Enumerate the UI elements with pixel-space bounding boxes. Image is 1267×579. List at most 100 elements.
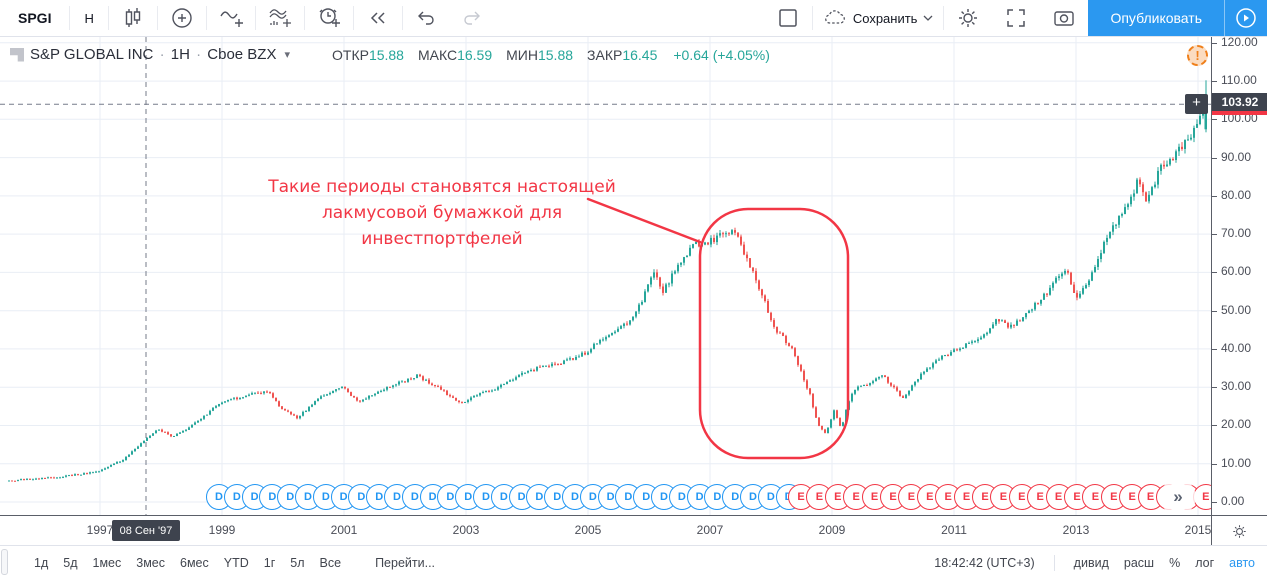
bottom-bar-divider [1053, 554, 1055, 571]
crosshair-date-label: 08 Сен '97 [112, 520, 180, 541]
price-axis-tick [1212, 157, 1217, 159]
fullscreen-icon [1007, 9, 1026, 27]
range-button-YTD[interactable]: YTD [223, 555, 249, 570]
layout-single-icon [779, 9, 797, 27]
range-button-Все[interactable]: Все [319, 555, 342, 570]
auto-scale-button[interactable]: авто [1229, 555, 1255, 570]
time-axis-label: 2009 [818, 523, 846, 537]
interval-button[interactable]: H [84, 10, 94, 26]
markers-more-button[interactable]: » [1164, 483, 1192, 511]
publish-idea-play-button[interactable] [1224, 0, 1267, 36]
price-axis-tick [1212, 425, 1217, 427]
date-range-buttons: 1д 5д 1мес 3мес 6мес YTD 1г 5л Все [34, 556, 341, 570]
price-axis-tick [1212, 119, 1217, 121]
price-axis-label: 70.00 [1221, 226, 1252, 241]
bar-replay-button[interactable] [354, 0, 402, 36]
symbol-search-button[interactable]: SPGI [18, 10, 52, 26]
settings-gear-icon [959, 9, 978, 27]
symbol-logo [10, 47, 24, 62]
add-alert-plus-button[interactable]: + [1185, 94, 1208, 114]
panel-resize-handle[interactable] [1, 549, 8, 575]
legend-chevron-down-icon[interactable]: ▾ [284, 49, 290, 61]
clock-utc-label[interactable]: 18:42:42 (UTC+3) [934, 555, 1035, 570]
price-axis-tick [1212, 502, 1217, 503]
snapshot-button[interactable] [1040, 0, 1088, 36]
time-axis-label: 2001 [330, 523, 358, 537]
time-axis[interactable]: 1997 1999 2001 2003 2005 2007 2009 2011 2013 2015… [0, 515, 1267, 546]
range-button-1д[interactable]: 1д [34, 555, 49, 570]
publish-button[interactable]: Опубликовать [1088, 0, 1224, 36]
adjustment-button[interactable]: дивид [1073, 555, 1109, 570]
candlestick-chart [0, 37, 1211, 515]
earnings-marker[interactable]: E [1192, 484, 1211, 510]
layout-select-button[interactable] [764, 0, 812, 36]
adjustment-button[interactable]: расш [1123, 555, 1155, 570]
alert-add-icon [319, 8, 340, 27]
chart-annotation-text[interactable]: Такие периоды становятся настоящей лакмус… [268, 177, 616, 249]
strategy-add-icon [269, 9, 291, 27]
price-axis-tick [1212, 310, 1217, 312]
alert-button[interactable] [305, 0, 353, 36]
legend-symbol-title[interactable]: S&P GLOBAL INC · 1H · Cboe BZX [30, 46, 277, 63]
candlestick-style-button[interactable] [109, 0, 157, 36]
price-axis-tick [1212, 234, 1217, 236]
chart-plot-area[interactable]: S&P GLOBAL INC · 1H · Cboe BZX ▾ ОТКР15.… [0, 37, 1211, 515]
range-button-3мес[interactable]: 3мес [136, 555, 165, 570]
legend-field: МАКС16.59 [417, 46, 493, 63]
range-button-6мес[interactable]: 6мес [180, 555, 209, 570]
price-axis-label: 120.00 [1221, 34, 1258, 49]
axis-settings-button[interactable] [1211, 516, 1267, 546]
bottom-toolbar: 1д 5д 1мес 3мес 6мес YTD 1г 5л Все Перейти... 18… [0, 545, 1267, 579]
range-button-1г[interactable]: 1г [263, 555, 276, 570]
toolbar-separator [69, 6, 71, 30]
indicators-button[interactable] [207, 0, 255, 36]
top-toolbar: SPGI H [0, 0, 1267, 37]
time-axis-label: 2011 [941, 523, 967, 537]
save-layout-button[interactable]: Сохранить [813, 0, 944, 36]
price-axis-tick [1212, 348, 1217, 350]
range-button-5л[interactable]: 5л [290, 555, 305, 570]
compare-add-icon [172, 8, 192, 28]
price-axis-label: 60.00 [1221, 264, 1252, 279]
strategy-templates-button[interactable] [256, 0, 304, 36]
redo-button[interactable] [449, 0, 495, 36]
range-button-1мес[interactable]: 1мес [92, 555, 122, 570]
time-axis-label: 2007 [696, 523, 724, 537]
publish-label: Опубликовать [1110, 10, 1202, 26]
undo-button[interactable] [403, 0, 449, 36]
fullscreen-button[interactable] [992, 0, 1040, 36]
goto-date-button[interactable]: Перейти... [375, 555, 436, 570]
price-axis-label: 110.00 [1221, 73, 1257, 88]
toolbar-separator [205, 6, 207, 30]
chart-settings-button[interactable] [944, 0, 992, 36]
price-axis-tick [1212, 463, 1217, 465]
price-axis-label: 50.00 [1221, 302, 1252, 317]
adjustment-button[interactable]: лог [1195, 555, 1215, 570]
price-axis[interactable]: 120.00 110.00 100.00 90.00 80.00 70.00 60.00 50… [1211, 34, 1267, 515]
toolbar-separator [107, 6, 109, 30]
scale-adjustment-buttons: дивид расш% лог [1074, 556, 1214, 570]
price-axis-tick [1212, 195, 1217, 197]
time-axis-label: 2015 [1184, 523, 1212, 537]
axis-gear-icon [1233, 524, 1246, 538]
replay-rewind-icon [370, 12, 385, 24]
time-axis-label: 2005 [574, 523, 602, 537]
time-axis-label: 1997 [86, 523, 114, 537]
compare-button[interactable] [158, 0, 206, 36]
legend-ohlc-values: ОТКР15.88 МАКС16.59 МИН15.88 ЗАКР16.45 [332, 47, 657, 63]
time-axis-label: 2013 [1062, 523, 1090, 537]
price-axis-tick [1212, 81, 1217, 83]
candlestick-icon [125, 8, 141, 27]
save-label: Сохранить [852, 10, 918, 26]
indicator-add-icon [220, 11, 243, 27]
legend-field: МИН15.88 [506, 46, 574, 63]
toolbar-separator [303, 6, 305, 30]
toolbar-separator [156, 6, 158, 30]
price-axis-tick [1212, 387, 1217, 389]
adjustment-button[interactable]: % [1169, 555, 1181, 570]
range-button-5д[interactable]: 5д [63, 555, 78, 570]
toolbar-separator [352, 6, 354, 30]
redo-icon [464, 11, 480, 25]
data-warning-icon[interactable]: ! [1187, 45, 1208, 66]
